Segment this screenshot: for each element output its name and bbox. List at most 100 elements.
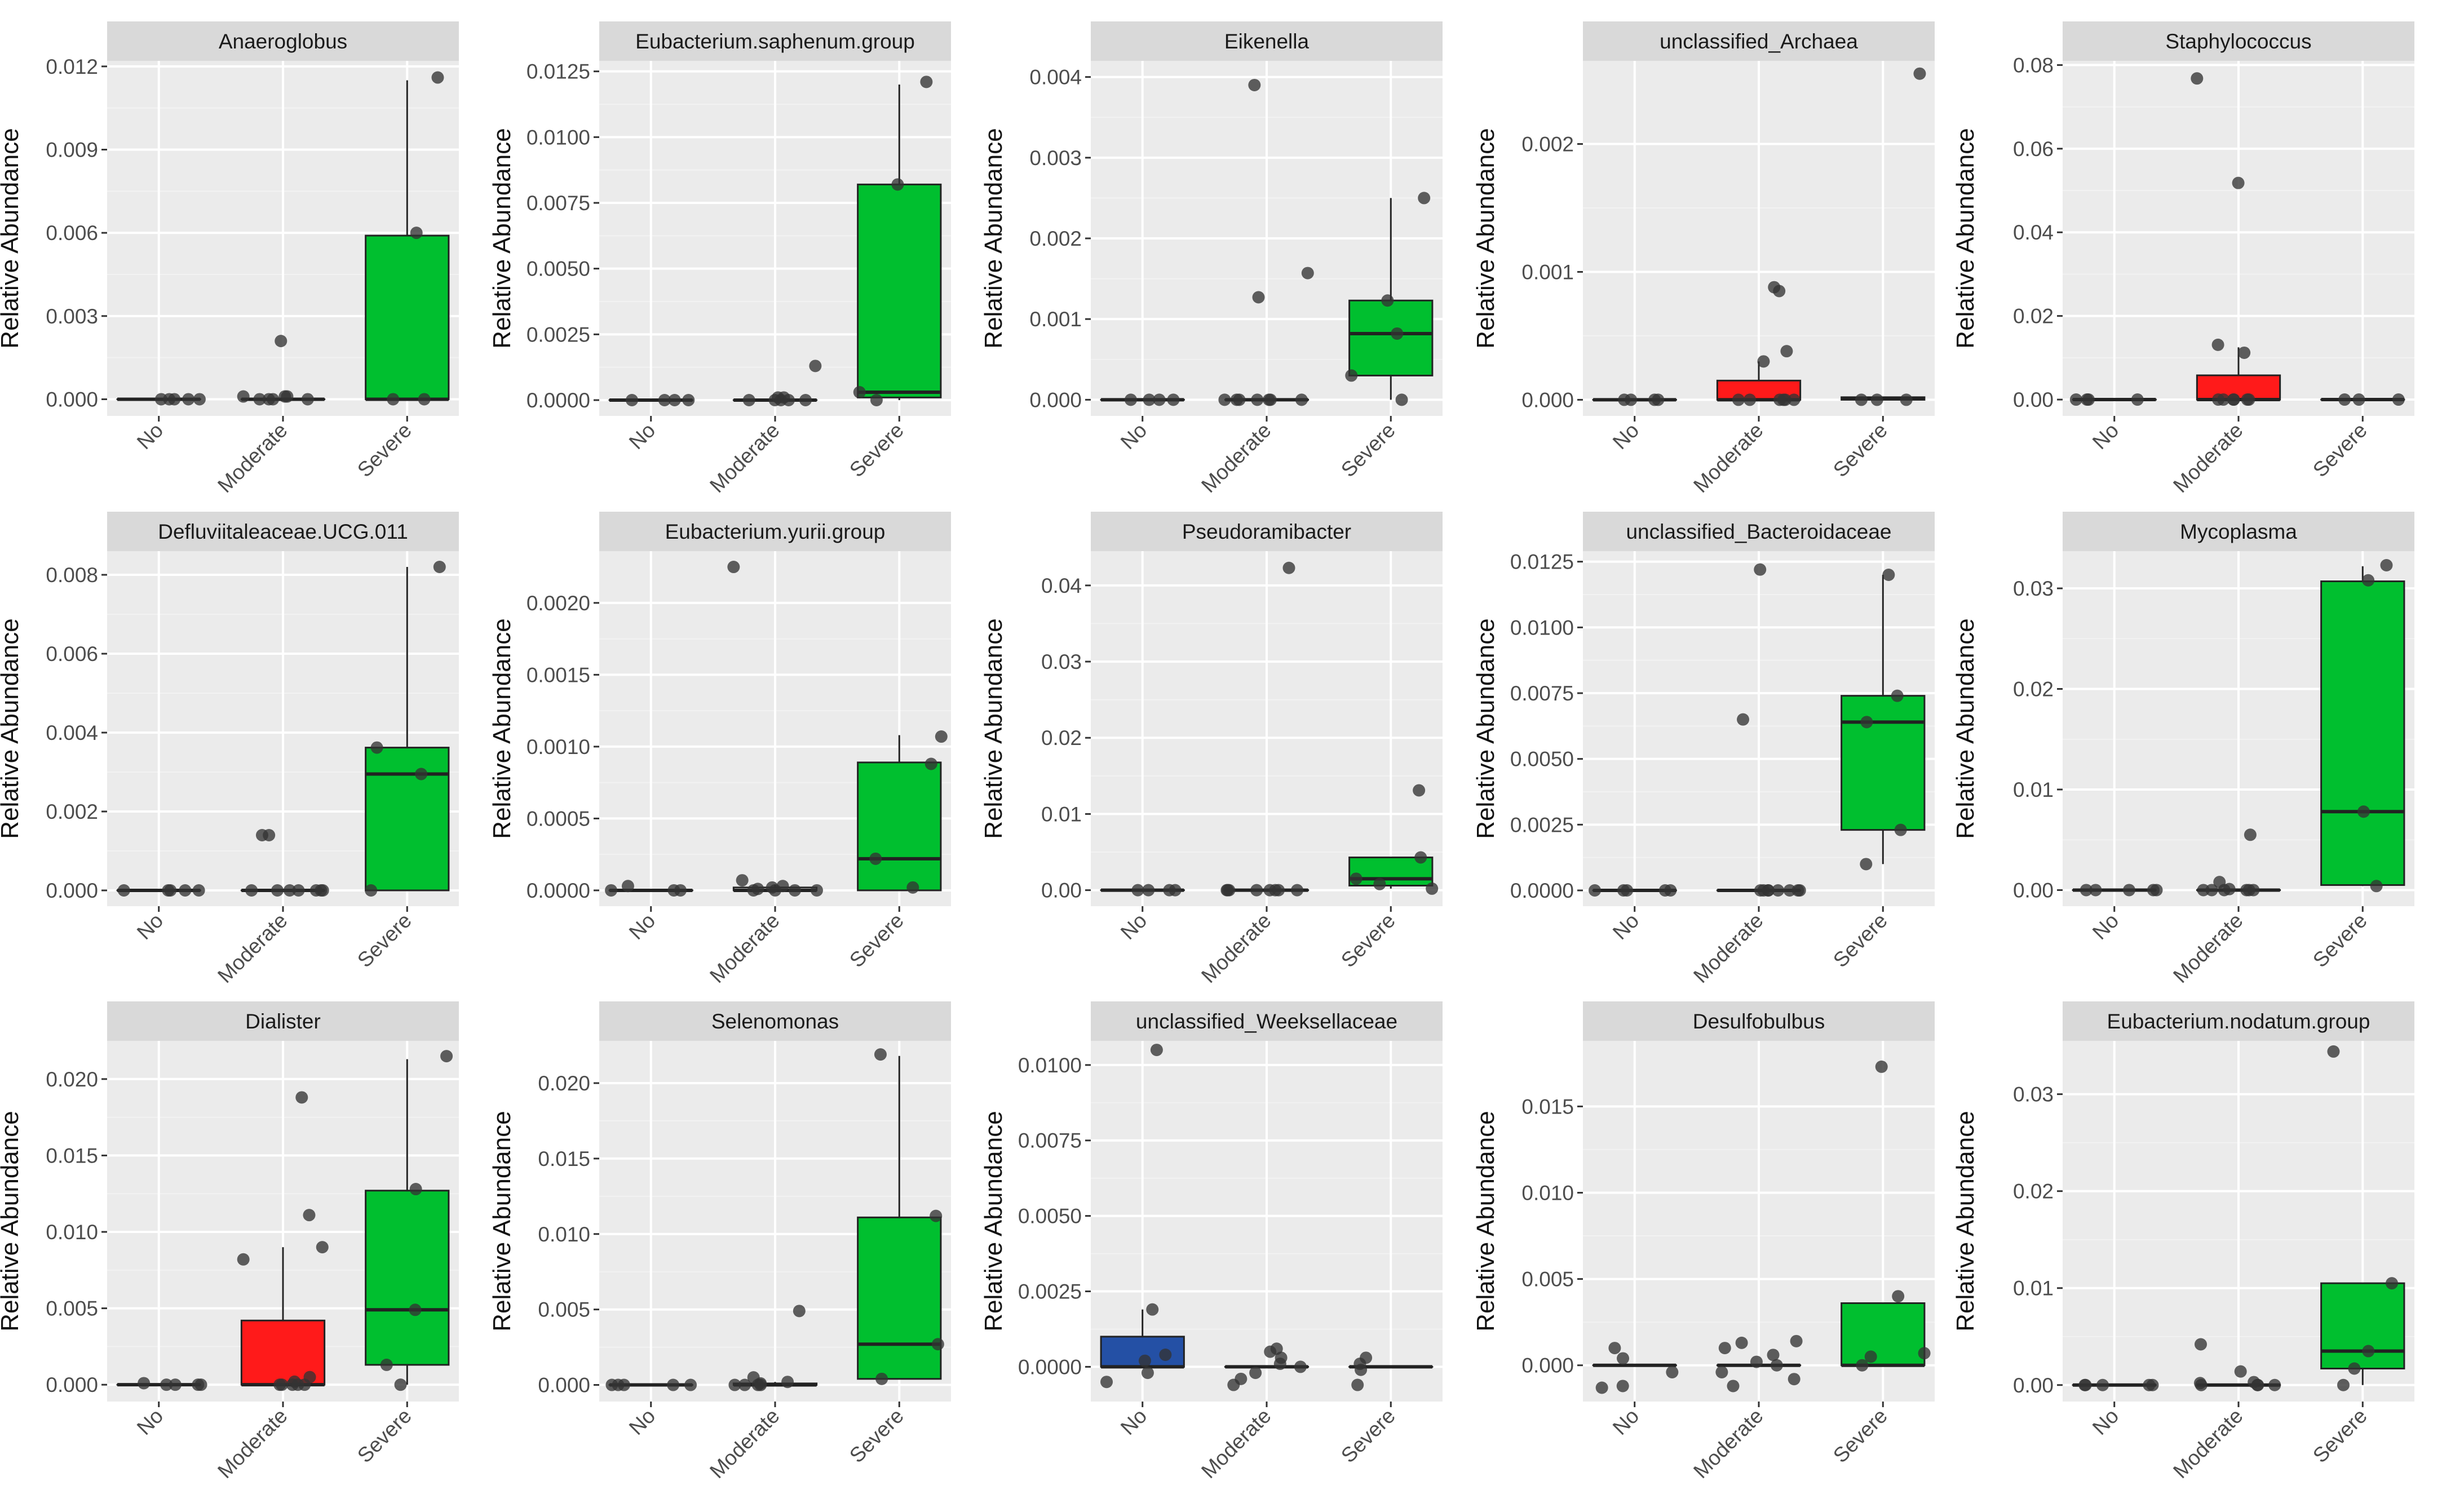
data-point xyxy=(1360,1351,1373,1364)
facet-strip xyxy=(599,512,951,551)
x-tick-label-no: No xyxy=(625,909,660,944)
data-point xyxy=(2385,1277,2398,1290)
data-point xyxy=(2223,883,2236,895)
data-point xyxy=(387,393,400,406)
x-tick-label-moderate: Moderate xyxy=(2169,909,2248,988)
y-tick-label: 0.002 xyxy=(1521,133,1574,156)
data-point xyxy=(667,884,680,897)
data-point xyxy=(281,390,294,403)
data-point xyxy=(1426,882,1439,895)
y-tick-label: 0.08 xyxy=(2013,54,2054,77)
y-tick-label: 0.000 xyxy=(1029,388,1082,411)
data-point xyxy=(1770,1359,1783,1372)
x-tick-label-no: No xyxy=(132,909,167,944)
y-tick-label: 0.010 xyxy=(538,1223,590,1246)
data-point xyxy=(275,335,287,348)
x-tick-label-severe: Severe xyxy=(1829,419,1892,482)
data-point xyxy=(1100,1376,1113,1389)
facet-panel: Staphylococcus 0.00 0.02 0.04 0.06 0.08 Relati… xyxy=(1952,21,2414,497)
facet-title: Desulfobulbus xyxy=(1693,1010,1825,1033)
data-point xyxy=(288,1375,301,1388)
data-point xyxy=(301,393,314,406)
data-point xyxy=(809,360,822,372)
facet-panel: Pseudoramibacter 0.00 0.01 0.02 0.03 0.04 Rela… xyxy=(980,512,1443,987)
data-point xyxy=(309,884,322,897)
data-point xyxy=(1263,884,1276,897)
x-tick-label-no: No xyxy=(1116,909,1151,944)
y-tick-label: 0.008 xyxy=(46,564,98,587)
facet-panel: Eikenella 0.000 0.001 0.002 0.003 0.004 Relati… xyxy=(980,21,1443,497)
data-point xyxy=(431,71,444,84)
x-tick-label-moderate: Moderate xyxy=(213,909,292,988)
facet-strip xyxy=(1091,512,1443,551)
facet-strip xyxy=(1583,21,1935,61)
data-point xyxy=(1153,393,1166,406)
data-point xyxy=(1666,1365,1679,1378)
box-severe xyxy=(2320,1282,2405,1370)
data-point xyxy=(1413,784,1426,797)
facet-title: Eubacterium.saphenum.group xyxy=(635,30,915,53)
data-point xyxy=(138,1377,151,1390)
data-point xyxy=(2357,805,2370,818)
data-point xyxy=(935,730,948,743)
box-severe xyxy=(2320,580,2405,886)
data-point xyxy=(1142,884,1155,897)
data-point xyxy=(2337,1378,2350,1391)
facet-panel: Eubacterium.yurii.group 0.0000 0.0005 0.001… xyxy=(488,512,951,987)
facet-panel: unclassified_Bacteroidaceae 0.0000 0.0025 0… xyxy=(1472,512,1935,987)
data-point xyxy=(2143,1378,2156,1391)
data-point xyxy=(1616,1380,1629,1393)
x-tick-label-moderate: Moderate xyxy=(2169,419,2248,498)
data-point xyxy=(738,1378,751,1391)
facet-strip xyxy=(107,21,459,61)
data-point xyxy=(295,1091,308,1104)
data-point xyxy=(682,394,695,406)
data-point xyxy=(303,1209,316,1222)
y-tick-label: 0.020 xyxy=(46,1068,98,1091)
data-point xyxy=(117,884,130,897)
data-point xyxy=(2352,393,2365,406)
x-tick-label-severe: Severe xyxy=(845,1404,908,1467)
x-tick-label-severe: Severe xyxy=(1829,909,1892,972)
y-axis-title: Relative Abundance xyxy=(488,618,516,839)
facet-title: Eubacterium.nodatum.group xyxy=(2107,1010,2370,1033)
y-tick-label: 0.0025 xyxy=(527,323,590,346)
data-point xyxy=(2232,176,2245,189)
data-point xyxy=(2150,884,2163,897)
y-axis-title: Relative Abundance xyxy=(1952,128,1979,348)
data-point xyxy=(2205,884,2218,897)
x-tick-label-severe: Severe xyxy=(2308,1404,2372,1467)
facet-panel: Eubacterium.saphenum.group 0.0000 0.0025 0.… xyxy=(488,21,951,497)
box-severe xyxy=(1841,695,1926,831)
y-tick-label: 0.0020 xyxy=(527,592,590,615)
y-tick-label: 0.0100 xyxy=(1018,1054,1082,1077)
y-tick-label: 0.00 xyxy=(2013,879,2054,902)
data-point xyxy=(906,881,919,894)
data-point xyxy=(1788,1373,1801,1386)
y-axis-title: Relative Abundance xyxy=(1472,618,1499,839)
facet-title: Anaeroglobus xyxy=(219,30,347,53)
data-point xyxy=(1235,1372,1248,1385)
data-point xyxy=(920,76,933,88)
data-point xyxy=(1735,1336,1748,1349)
data-point xyxy=(2211,338,2224,351)
data-point xyxy=(1737,713,1750,726)
y-axis-title: Relative Abundance xyxy=(0,1111,24,1331)
facet-strip xyxy=(107,512,459,551)
facet-panel: unclassified_Archaea 0.000 0.001 0.002 Relat… xyxy=(1472,21,1935,497)
data-point xyxy=(788,884,801,897)
data-point xyxy=(1414,851,1427,864)
data-point xyxy=(1870,393,1883,406)
data-point xyxy=(1750,1355,1763,1368)
y-tick-label: 0.0125 xyxy=(527,60,590,83)
data-point xyxy=(292,884,305,897)
data-point xyxy=(2362,574,2375,587)
data-point xyxy=(182,393,195,406)
y-tick-label: 0.0050 xyxy=(527,258,590,281)
x-tick-label-severe: Severe xyxy=(1337,419,1400,482)
data-point xyxy=(667,1378,680,1391)
data-point xyxy=(179,884,192,897)
facet-panel: Selenomonas 0.000 0.005 0.010 0.015 0.020 Rela… xyxy=(488,1001,951,1483)
data-point xyxy=(931,1338,944,1351)
